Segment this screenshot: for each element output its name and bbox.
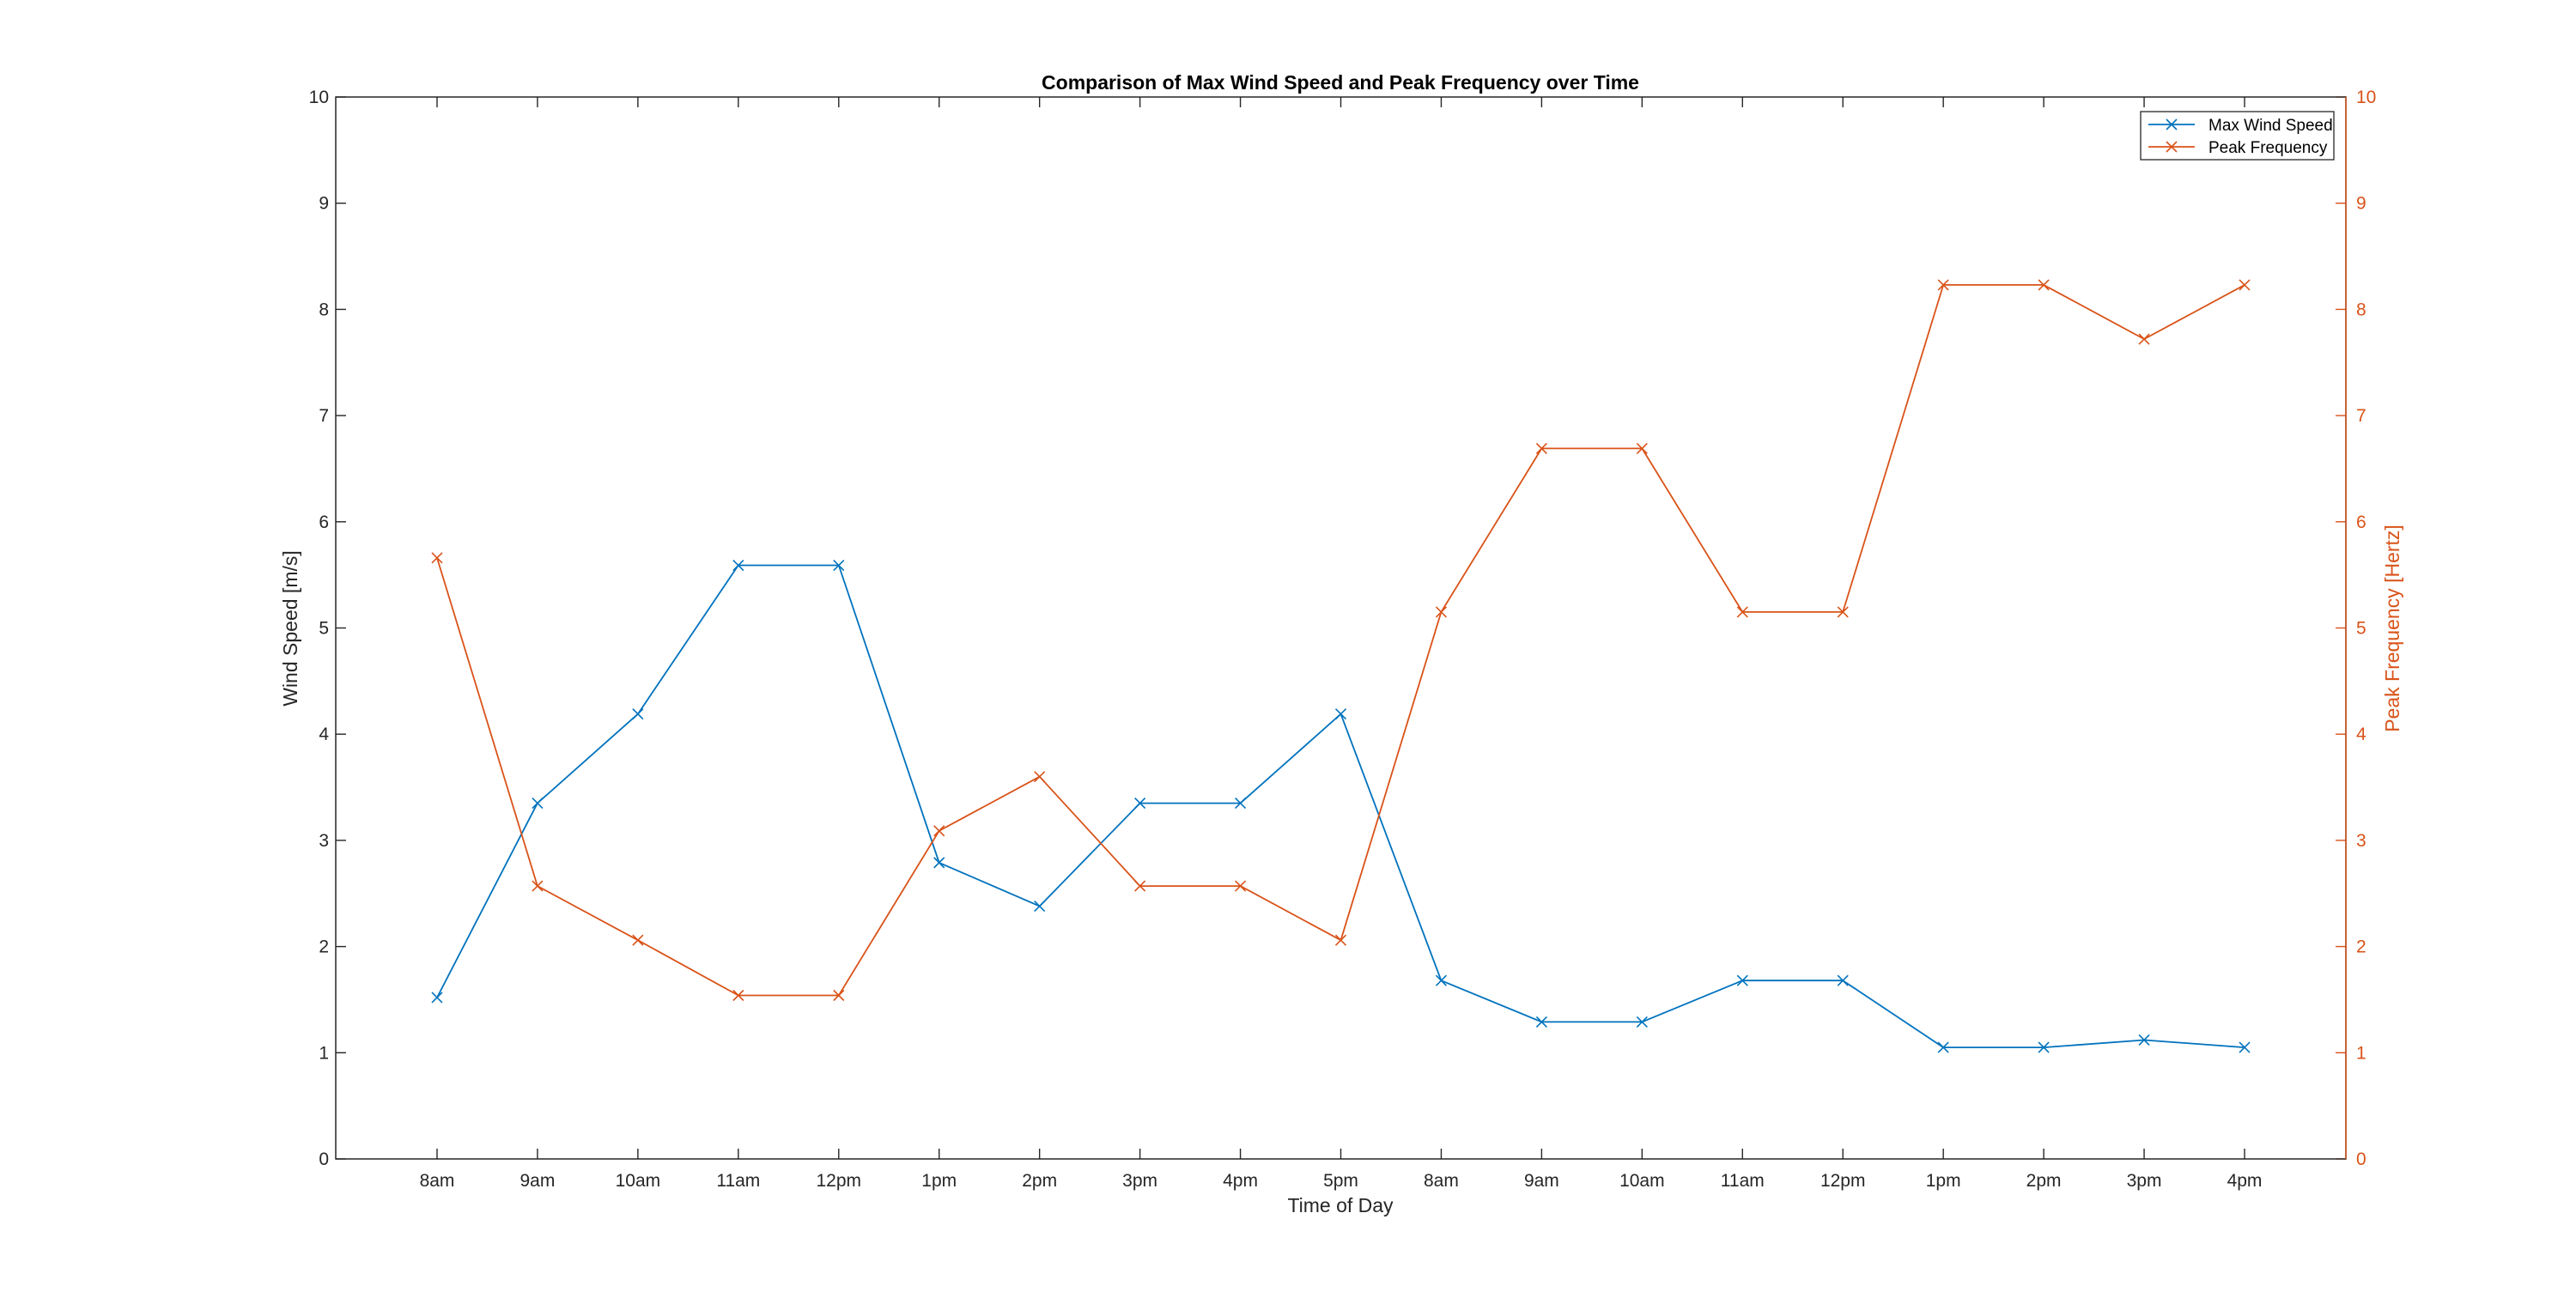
y-tick-label-right: 5 <box>2356 619 2366 639</box>
data-point-max-wind-speed <box>933 857 945 869</box>
data-point-peak-frequency <box>1034 771 1046 783</box>
data-point-peak-frequency <box>1837 606 1849 618</box>
x-tick-label: 2pm <box>1022 1171 1057 1191</box>
x-tick-label: 4pm <box>1223 1171 1258 1191</box>
data-point-peak-frequency <box>1937 279 1949 291</box>
y-tick-label-right: 8 <box>2356 300 2366 319</box>
y-tick-label-left: 3 <box>319 831 329 851</box>
data-point-peak-frequency <box>2239 279 2251 291</box>
plot-area <box>336 97 2346 1159</box>
y-tick-label-right: 7 <box>2356 406 2366 426</box>
data-point-peak-frequency <box>732 989 744 1002</box>
y-tick-label-right: 10 <box>2356 88 2376 107</box>
x-tick-label: 11am <box>716 1171 760 1191</box>
y-tick-label-left: 6 <box>319 513 329 532</box>
data-point-peak-frequency <box>1736 606 1748 618</box>
chart-title: Comparison of Max Wind Speed and Peak Fr… <box>1042 71 1639 94</box>
legend-marker-x <box>2166 118 2178 130</box>
data-point-max-wind-speed <box>632 708 644 720</box>
y-tick-label-right: 6 <box>2356 513 2366 532</box>
series-layer <box>431 279 2251 1053</box>
data-point-peak-frequency <box>1234 880 1247 892</box>
x-tick-label: 5pm <box>1323 1171 1358 1191</box>
data-point-peak-frequency <box>1334 934 1347 946</box>
legend-marker-peak-frequency <box>2166 141 2178 153</box>
data-point-max-wind-speed <box>1134 798 1146 810</box>
x-tick-label: 2pm <box>2026 1171 2062 1191</box>
y-tick-label-right: 3 <box>2356 831 2366 851</box>
data-point-peak-frequency <box>632 934 644 946</box>
y-tick-label-right: 9 <box>2356 194 2366 214</box>
data-point-peak-frequency <box>1435 606 1448 618</box>
legend-box <box>2140 111 2335 161</box>
data-point-peak-frequency <box>431 552 443 564</box>
data-point-max-wind-speed <box>1435 974 1448 986</box>
x-tick-label: 8am <box>420 1171 455 1191</box>
data-point-max-wind-speed <box>1234 798 1247 810</box>
y-tick-label-left: 0 <box>319 1149 329 1169</box>
legend: Max Wind Speed Peak Frequency <box>2140 111 2335 161</box>
data-point-peak-frequency <box>933 825 945 837</box>
x-tick-label: 10am <box>616 1171 661 1191</box>
x-tick-label: 1pm <box>1926 1171 1961 1191</box>
y-tick-label-right: 0 <box>2356 1149 2366 1169</box>
series-peak-frequency <box>431 279 2251 1002</box>
x-tick-label: 12pm <box>1820 1171 1866 1191</box>
y-tick-label-left: 4 <box>319 725 329 744</box>
data-point-max-wind-speed <box>532 798 544 810</box>
x-tick-label: 4pm <box>2227 1171 2263 1191</box>
legend-label-peak-frequency: Peak Frequency <box>2208 139 2328 157</box>
x-tick-label: 9am <box>1524 1171 1559 1191</box>
y-tick-label-left: 1 <box>319 1043 329 1063</box>
data-point-max-wind-speed <box>833 559 845 572</box>
y-tick-label-right: 1 <box>2356 1043 2366 1063</box>
data-point-peak-frequency <box>2138 333 2150 345</box>
y-tick-label-left: 10 <box>309 88 329 107</box>
legend-marker-max-wind-speed <box>2166 118 2178 130</box>
y-tick-label-left: 9 <box>319 194 329 214</box>
data-point-max-wind-speed <box>2138 1034 2150 1046</box>
x-tick-label: 11am <box>1721 1171 1765 1191</box>
data-point-max-wind-speed <box>1535 1016 1547 1028</box>
x-tick-label: 12pm <box>817 1171 862 1191</box>
data-point-peak-frequency <box>1535 442 1547 455</box>
data-point-max-wind-speed <box>1636 1016 1648 1028</box>
y-tick-label-left: 8 <box>319 300 329 319</box>
data-point-max-wind-speed <box>1334 708 1347 720</box>
x-tick-label: 10am <box>1619 1171 1665 1191</box>
y-tick-label-left: 5 <box>319 619 329 639</box>
data-point-max-wind-speed <box>2038 1041 2050 1053</box>
x-axis-label: Time of Day <box>1287 1194 1394 1216</box>
y-tick-label-right: 4 <box>2356 725 2366 744</box>
data-point-peak-frequency <box>2038 279 2050 291</box>
legend-marker-x <box>2166 141 2178 153</box>
series-max-wind-speed <box>431 559 2251 1053</box>
y-tick-label-left: 7 <box>319 406 329 426</box>
ticks-layer: 0 1 2 3 4 5 6 7 8 9 10 0 1 2 3 4 5 6 7 8 9 10 8am 9am 10am 11am 12… <box>309 88 2377 1191</box>
data-point-max-wind-speed <box>1736 974 1748 986</box>
data-point-max-wind-speed <box>2239 1041 2251 1053</box>
data-point-max-wind-speed <box>1034 901 1046 913</box>
y-tick-label-right: 2 <box>2356 937 2366 957</box>
legend-label-max-wind-speed: Max Wind Speed <box>2208 117 2333 135</box>
y-tick-label-left: 2 <box>319 937 329 957</box>
y-axis-label-left: Wind Speed [m/s] <box>279 550 301 707</box>
data-point-max-wind-speed <box>1937 1041 1949 1053</box>
data-point-peak-frequency <box>532 880 544 892</box>
data-point-peak-frequency <box>1636 442 1648 455</box>
data-point-max-wind-speed <box>431 992 443 1004</box>
x-tick-label: 8am <box>1424 1171 1459 1191</box>
x-tick-label: 1pm <box>921 1171 957 1191</box>
data-point-peak-frequency <box>833 989 845 1002</box>
data-point-peak-frequency <box>1134 880 1146 892</box>
y-axis-label-right: Peak Frequency [Hertz] <box>2381 525 2403 732</box>
data-point-max-wind-speed <box>732 559 744 572</box>
x-tick-label: 3pm <box>1122 1171 1157 1191</box>
x-tick-label: 3pm <box>2127 1171 2162 1191</box>
data-point-max-wind-speed <box>1837 974 1849 986</box>
x-tick-label: 9am <box>520 1171 556 1191</box>
